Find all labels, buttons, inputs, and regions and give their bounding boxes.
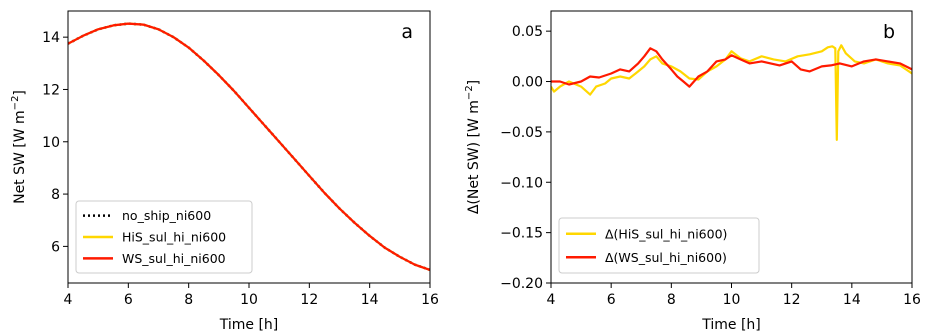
series-line-3 <box>68 22 430 271</box>
y-tick-label: 0.00 <box>512 75 543 91</box>
plot-area <box>68 22 430 272</box>
y-axis-label-main: Δ(Net SW) [W m <box>466 100 482 214</box>
legend-label: WS_sul_hi_ni600 <box>122 251 226 266</box>
x-tick-label: 14 <box>843 292 861 308</box>
y-tick-label: 12 <box>42 82 60 98</box>
panel-letter: a <box>401 21 413 43</box>
x-tick-label: 8 <box>667 292 676 308</box>
legend-box <box>75 200 253 274</box>
series-line-1 <box>551 44 912 141</box>
y-tick-label: −0.05 <box>500 125 543 141</box>
legend-box <box>558 217 760 274</box>
x-tick-label: 16 <box>903 292 921 308</box>
y-axis-label-sup: −2 <box>10 96 21 111</box>
panel-a: 4 6 8 10 12 14 16 6 8 10 12 14 Time [h] Net SW [W m−2… <box>10 10 439 333</box>
y-tick-label: 8 <box>51 187 60 203</box>
y-tick-label: 6 <box>51 239 60 255</box>
x-tick-label: 6 <box>124 292 133 308</box>
panel-b: 4 6 8 10 12 14 16 −0.20 −0.15 −0.10 −0.05 0.00 0.05 T… <box>464 10 921 333</box>
legend-label: Δ(WS_sul_hi_ni600) <box>605 250 727 265</box>
y-axis-label: Δ(Net SW) [W m−2] <box>464 80 482 214</box>
y-tick-label: 0.05 <box>512 24 543 40</box>
y-axis-label-main: Net SW [W m <box>12 110 28 204</box>
legend: no_ship_ni600 HiS_sul_hi_ni600 WS_sul_hi_n… <box>75 200 253 274</box>
x-tick-label: 10 <box>240 292 258 308</box>
x-tick-label: 12 <box>783 292 801 308</box>
y-axis-label-end: ] <box>466 80 482 85</box>
x-tick-label: 4 <box>547 292 556 308</box>
legend-label: no_ship_ni600 <box>122 208 211 223</box>
x-tick-label: 6 <box>607 292 616 308</box>
legend-label: HiS_sul_hi_ni600 <box>122 230 226 245</box>
y-tick-label: −0.15 <box>500 226 543 242</box>
y-axis-label-end: ] <box>12 90 28 95</box>
y-tick-label: 14 <box>42 30 60 46</box>
x-tick-label: 4 <box>64 292 73 308</box>
series-line-2 <box>551 47 912 88</box>
x-tick-label: 12 <box>300 292 318 308</box>
y-tick-label: −0.20 <box>500 276 543 292</box>
x-axis-label: Time [h] <box>701 317 761 333</box>
y-axis-label-sup: −2 <box>464 85 475 100</box>
panel-letter: b <box>883 21 895 43</box>
x-tick-label: 10 <box>723 292 741 308</box>
plot-area <box>551 44 912 141</box>
y-tick-label: 10 <box>42 135 60 151</box>
x-tick-label: 8 <box>184 292 193 308</box>
legend-label: Δ(HiS_sul_hi_ni600) <box>605 226 727 241</box>
y-axis-label: Net SW [W m−2] <box>10 90 28 204</box>
legend: Δ(HiS_sul_hi_ni600) Δ(WS_sul_hi_ni600) <box>558 217 760 274</box>
y-tick-label: −0.10 <box>500 175 543 191</box>
x-axis-label: Time [h] <box>219 317 279 333</box>
x-tick-label: 14 <box>361 292 379 308</box>
x-tick-label: 16 <box>421 292 439 308</box>
